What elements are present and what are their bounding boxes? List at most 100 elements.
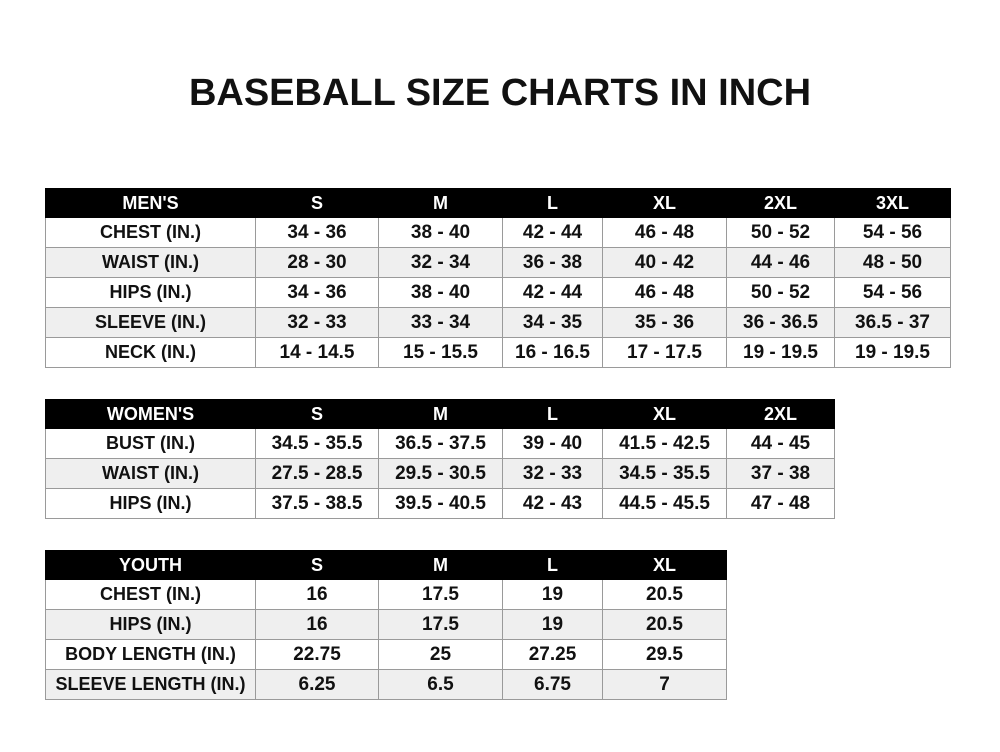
size-value: 20.5	[602, 579, 727, 610]
size-header: 3XL	[834, 188, 951, 218]
size-value: 36.5 - 37.5	[378, 428, 503, 459]
size-value: 17.5	[378, 579, 503, 610]
size-value: 27.25	[502, 639, 603, 670]
measurement-label: HIPS (IN.)	[45, 488, 256, 519]
size-value: 44 - 45	[726, 428, 835, 459]
size-value: 17.5	[378, 609, 503, 640]
size-value: 54 - 56	[834, 217, 951, 248]
size-value: 25	[378, 639, 503, 670]
table-row: SLEEVE (IN.) 32 - 33 33 - 34 34 - 35 35 - 36…	[45, 307, 951, 338]
size-header: 2XL	[726, 188, 835, 218]
size-value: 50 - 52	[726, 217, 835, 248]
size-value: 16 - 16.5	[502, 337, 603, 368]
size-value: 39.5 - 40.5	[378, 488, 503, 519]
measurement-label: CHEST (IN.)	[45, 579, 256, 610]
size-value: 29.5	[602, 639, 727, 670]
size-header: L	[502, 399, 603, 429]
size-header: M	[378, 550, 503, 580]
size-value: 54 - 56	[834, 277, 951, 308]
measurement-label: BUST (IN.)	[45, 428, 256, 459]
table-row: HIPS (IN.) 37.5 - 38.5 39.5 - 40.5 42 - 43 4…	[45, 488, 835, 519]
table-row: WAIST (IN.) 27.5 - 28.5 29.5 - 30.5 32 - 33…	[45, 458, 835, 489]
size-value: 36 - 38	[502, 247, 603, 278]
size-value: 41.5 - 42.5	[602, 428, 727, 459]
size-value: 35 - 36	[602, 307, 727, 338]
table-row: HIPS (IN.) 34 - 36 38 - 40 42 - 44 46 - 48 50…	[45, 277, 951, 308]
size-header: XL	[602, 188, 727, 218]
size-header: XL	[602, 399, 727, 429]
table-header-row: WOMEN'S S M L XL 2XL	[45, 399, 835, 429]
size-value: 6.25	[255, 669, 379, 700]
size-value: 42 - 44	[502, 217, 603, 248]
size-header: XL	[602, 550, 727, 580]
size-value: 34 - 35	[502, 307, 603, 338]
size-value: 33 - 34	[378, 307, 503, 338]
measurement-label: CHEST (IN.)	[45, 217, 256, 248]
measurement-label: WAIST (IN.)	[45, 458, 256, 489]
size-value: 36.5 - 37	[834, 307, 951, 338]
size-value: 32 - 33	[502, 458, 603, 489]
size-value: 40 - 42	[602, 247, 727, 278]
size-value: 42 - 44	[502, 277, 603, 308]
womens-size-table: WOMEN'S S M L XL 2XL BUST (IN.) 34.5 - 35.5 36.5…	[45, 399, 835, 519]
size-value: 36 - 36.5	[726, 307, 835, 338]
table-header-row: YOUTH S M L XL	[45, 550, 727, 580]
size-value: 6.75	[502, 669, 603, 700]
size-value: 14 - 14.5	[255, 337, 379, 368]
table-row: HIPS (IN.) 16 17.5 19 20.5	[45, 609, 727, 640]
size-value: 34.5 - 35.5	[255, 428, 379, 459]
size-value: 50 - 52	[726, 277, 835, 308]
size-value: 6.5	[378, 669, 503, 700]
size-value: 29.5 - 30.5	[378, 458, 503, 489]
size-value: 22.75	[255, 639, 379, 670]
measurement-label: WAIST (IN.)	[45, 247, 256, 278]
size-value: 39 - 40	[502, 428, 603, 459]
category-header: MEN'S	[45, 188, 256, 218]
size-header: S	[255, 188, 379, 218]
category-header: YOUTH	[45, 550, 256, 580]
size-value: 17 - 17.5	[602, 337, 727, 368]
size-header: M	[378, 188, 503, 218]
table-row: WAIST (IN.) 28 - 30 32 - 34 36 - 38 40 - 42 4…	[45, 247, 951, 278]
table-row: BODY LENGTH (IN.) 22.75 25 27.25 29.5	[45, 639, 727, 670]
size-value: 34.5 - 35.5	[602, 458, 727, 489]
table-row: CHEST (IN.) 16 17.5 19 20.5	[45, 579, 727, 610]
measurement-label: NECK (IN.)	[45, 337, 256, 368]
measurement-label: BODY LENGTH (IN.)	[45, 639, 256, 670]
table-row: NECK (IN.) 14 - 14.5 15 - 15.5 16 - 16.5 17 …	[45, 337, 951, 368]
size-value: 32 - 34	[378, 247, 503, 278]
table-row: SLEEVE LENGTH (IN.) 6.25 6.5 6.75 7	[45, 669, 727, 700]
size-header: S	[255, 550, 379, 580]
size-header: L	[502, 188, 603, 218]
size-value: 15 - 15.5	[378, 337, 503, 368]
youth-size-table: YOUTH S M L XL CHEST (IN.) 16 17.5 19 20.5 HIPS (I…	[45, 550, 727, 700]
size-value: 19	[502, 609, 603, 640]
size-value: 20.5	[602, 609, 727, 640]
size-value: 37.5 - 38.5	[255, 488, 379, 519]
size-value: 44 - 46	[726, 247, 835, 278]
size-value: 47 - 48	[726, 488, 835, 519]
size-value: 48 - 50	[834, 247, 951, 278]
size-value: 27.5 - 28.5	[255, 458, 379, 489]
table-row: BUST (IN.) 34.5 - 35.5 36.5 - 37.5 39 - 40 4…	[45, 428, 835, 459]
size-value: 19 - 19.5	[726, 337, 835, 368]
size-value: 32 - 33	[255, 307, 379, 338]
size-value: 38 - 40	[378, 217, 503, 248]
size-value: 44.5 - 45.5	[602, 488, 727, 519]
size-value: 28 - 30	[255, 247, 379, 278]
size-value: 46 - 48	[602, 217, 727, 248]
size-value: 34 - 36	[255, 217, 379, 248]
size-header: M	[378, 399, 503, 429]
size-header: L	[502, 550, 603, 580]
size-value: 7	[602, 669, 727, 700]
size-value: 46 - 48	[602, 277, 727, 308]
size-value: 42 - 43	[502, 488, 603, 519]
size-value: 34 - 36	[255, 277, 379, 308]
size-value: 16	[255, 579, 379, 610]
size-value: 16	[255, 609, 379, 640]
size-value: 37 - 38	[726, 458, 835, 489]
size-value: 19 - 19.5	[834, 337, 951, 368]
category-header: WOMEN'S	[45, 399, 256, 429]
size-header: 2XL	[726, 399, 835, 429]
measurement-label: SLEEVE LENGTH (IN.)	[45, 669, 256, 700]
